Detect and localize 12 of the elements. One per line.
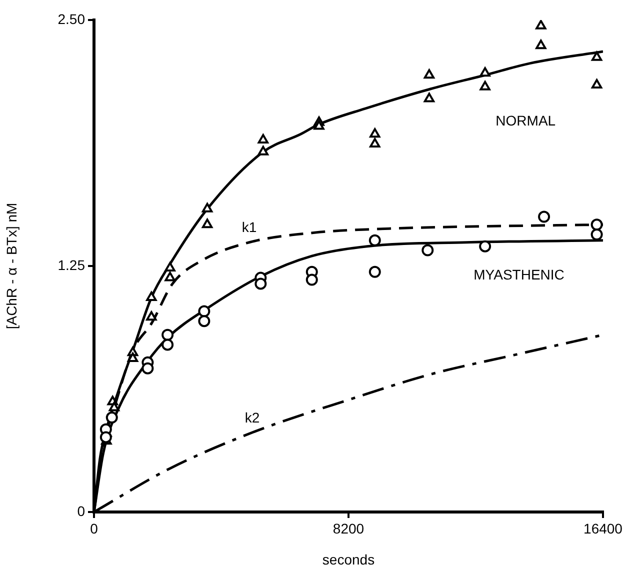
y-tick-label: 1.25 xyxy=(58,256,86,273)
x-tick-label: 0 xyxy=(90,520,98,536)
series-label: MYASTHENIC xyxy=(474,266,564,282)
y-tick-label: 0 xyxy=(77,502,86,519)
series-label: k2 xyxy=(244,410,260,426)
x-tick-label: 8200 xyxy=(332,520,364,536)
x-tick-label: 16400 xyxy=(584,520,623,536)
y-axis-title: [AChR - α - BTx] nM xyxy=(3,202,20,330)
y-tick-label: 2.50 xyxy=(58,10,86,27)
text: NORMAL xyxy=(496,112,556,128)
x-axis-title: seconds xyxy=(322,551,375,568)
series-label: k1 xyxy=(242,219,257,236)
